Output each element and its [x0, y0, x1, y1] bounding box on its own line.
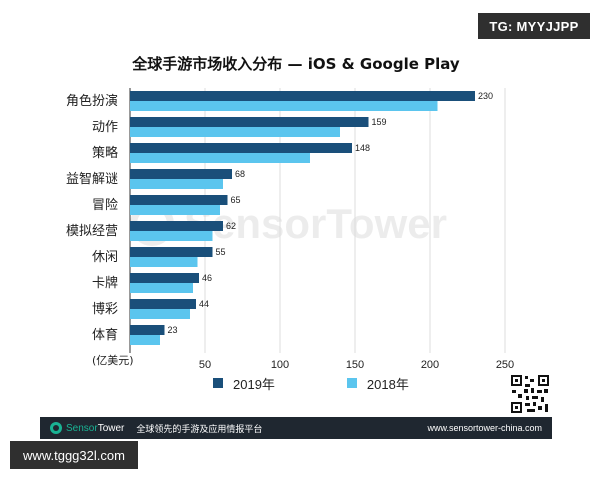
bar-2019 — [130, 169, 232, 179]
bar-2018 — [130, 127, 340, 137]
bar-2018 — [130, 153, 310, 163]
bar-2019 — [130, 247, 213, 257]
bar-2018 — [130, 257, 198, 267]
bar-2018 — [130, 179, 223, 189]
site-url-badge: www.tggg32l.com — [10, 441, 138, 469]
value-label: 148 — [355, 143, 370, 153]
legend-item-2019: 2019年 — [213, 374, 275, 392]
legend-swatch-2018 — [346, 378, 357, 388]
bar-2018 — [130, 309, 190, 319]
value-label: 230 — [478, 91, 493, 101]
value-label: 44 — [199, 299, 209, 309]
x-tick-label-250: 250 — [496, 359, 514, 371]
bar-2019 — [130, 117, 369, 127]
bar-2019 — [130, 221, 223, 231]
bar-2018 — [130, 205, 220, 215]
footer-url: www.sensortower-china.com — [427, 423, 542, 433]
bar-2019 — [130, 91, 475, 101]
category-label: 卡牌 — [92, 275, 118, 291]
x-tick-label-150: 150 — [346, 359, 364, 371]
bars — [130, 91, 475, 345]
bar-2018 — [130, 283, 193, 293]
bar-2019 — [130, 325, 165, 335]
footer-brand-sensor: Sensor — [66, 422, 98, 434]
x-tick-label-50: 50 — [199, 359, 211, 371]
qr-code-icon — [510, 374, 550, 414]
category-label: 休闲 — [92, 250, 118, 265]
category-label: 动作 — [92, 120, 118, 135]
legend-swatch-2019 — [213, 378, 223, 388]
bar-2018 — [130, 101, 438, 111]
legend: 2019年 2018年 — [213, 374, 409, 392]
watermark-text: SensorTower — [184, 200, 447, 247]
value-label: 68 — [235, 169, 245, 179]
value-label: 46 — [202, 273, 212, 283]
footer-slogan: 全球领先的手游及应用情报平台 — [136, 424, 263, 435]
footer-bar: SensorTower 全球领先的手游及应用情报平台 www.sensortow… — [40, 417, 552, 439]
telegram-badge: TG: MYYJJPP — [478, 13, 590, 39]
x-axis-unit: (亿美元) — [92, 354, 134, 367]
category-label: 冒险 — [92, 198, 118, 213]
value-label: 65 — [231, 195, 241, 205]
x-tick-label-200: 200 — [421, 359, 439, 371]
footer-logo: SensorTower — [50, 422, 124, 434]
legend-label-2018: 2018年 — [366, 376, 409, 392]
value-label: 159 — [372, 117, 387, 127]
bar-2019 — [130, 195, 228, 205]
footer-brand-tower: Tower — [97, 422, 125, 434]
legend-item-2018: 2018年 — [346, 374, 409, 392]
bar-2019 — [130, 143, 352, 153]
category-label: 博彩 — [92, 302, 118, 317]
value-label: 23 — [168, 325, 178, 335]
category-label: 角色扮演 — [66, 93, 118, 109]
x-tick-label-100: 100 — [271, 359, 289, 371]
bar-2018 — [130, 335, 160, 345]
category-label: 模拟经营 — [66, 224, 118, 239]
sensortower-logo-icon — [50, 422, 62, 434]
bar-2019 — [130, 299, 196, 309]
value-labels: 230 159 148 68 65 62 55 46 44 23 — [168, 91, 494, 335]
value-label: 62 — [226, 221, 236, 231]
category-label: 策略 — [92, 145, 118, 161]
chart-title: 全球手游市场收入分布 — iOS & Google Play — [132, 55, 460, 73]
x-tick-labels: 50 100 150 200 250 — [199, 359, 514, 371]
category-label: 益智解谜 — [66, 172, 118, 187]
bar-2019 — [130, 273, 199, 283]
sensortower-watermark: SensorTower — [130, 200, 447, 248]
value-label: 55 — [216, 247, 226, 257]
legend-label-2019: 2019年 — [233, 376, 275, 392]
bar-2018 — [130, 231, 213, 241]
category-label: 体育 — [92, 327, 118, 343]
